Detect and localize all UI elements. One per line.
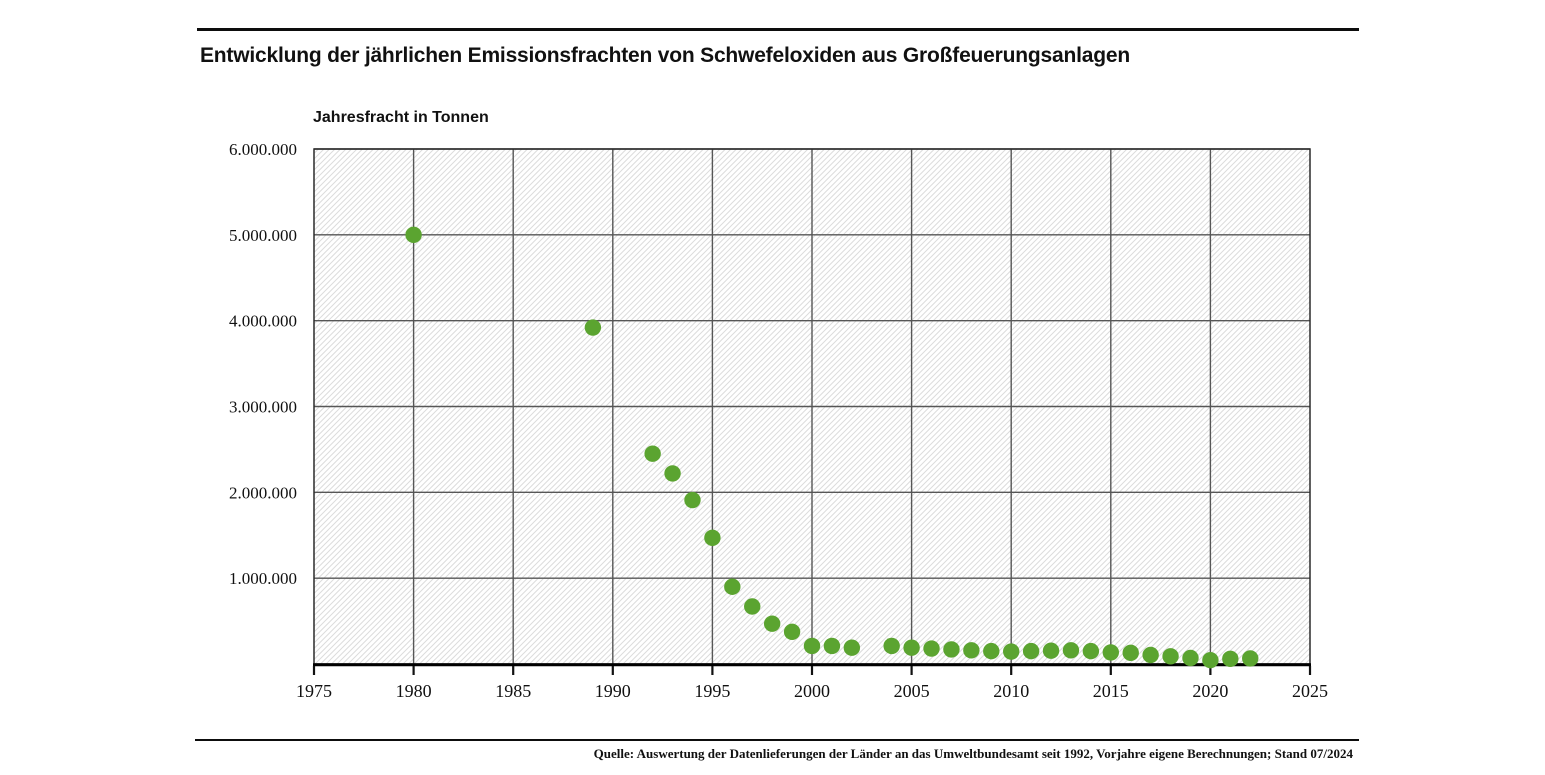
x-tick-label: 1995 [694,681,730,701]
data-point [584,319,602,336]
data-point [684,491,701,509]
data-point [763,615,781,632]
x-tick-label: 2010 [993,681,1029,701]
data-point [1102,644,1120,661]
data-point [1142,646,1159,664]
data-point [803,637,821,655]
x-tick-label: 1985 [495,681,531,701]
data-point [983,642,1000,660]
data-point [405,226,422,244]
top-rule [197,28,1359,31]
data-point [943,641,960,658]
y-tick-label: 2.000.000 [229,483,297,502]
data-point [1082,642,1100,660]
source-note: Quelle: Auswertung der Datenlieferungen … [593,746,1353,761]
data-point [664,465,681,482]
data-point [1062,642,1080,659]
data-point [1162,648,1179,665]
x-tick-label: 1980 [396,681,432,701]
y-tick-label: 3.000.000 [229,398,297,417]
data-point [1042,642,1060,659]
data-point [1003,643,1020,660]
data-point [843,639,861,656]
bottom-rule [195,739,1359,741]
x-tick-label: 1975 [296,681,332,701]
x-tick-label: 1990 [595,681,631,701]
x-tick-label: 2005 [894,681,930,701]
data-point [704,529,721,547]
data-point [644,445,661,462]
data-point [1202,651,1219,669]
data-point [1242,650,1259,667]
y-axis-title: Jahresfracht in Tonnen [313,109,489,126]
y-tick-label: 4.000.000 [229,312,297,331]
x-tick-label: 2020 [1192,681,1228,701]
data-point [923,640,940,657]
data-point [1122,644,1139,662]
data-point [903,639,920,656]
data-point [724,578,741,595]
data-point [783,623,801,641]
data-point [1022,642,1040,660]
data-point [883,637,900,655]
data-point [1222,650,1239,668]
y-tick-label: 6.000.000 [229,140,297,159]
x-tick-label: 2015 [1093,681,1129,701]
chart-title: Entwicklung der jährlichen Emissionsfrac… [200,44,1130,67]
data-point [823,637,841,655]
y-tick-label: 1.000.000 [229,569,297,588]
x-tick-label: 2000 [794,681,830,701]
data-point [744,598,761,615]
data-point [963,642,980,659]
x-tick-label: 2025 [1292,681,1328,701]
y-tick-label: 5.000.000 [229,226,297,245]
data-point [1182,649,1199,667]
